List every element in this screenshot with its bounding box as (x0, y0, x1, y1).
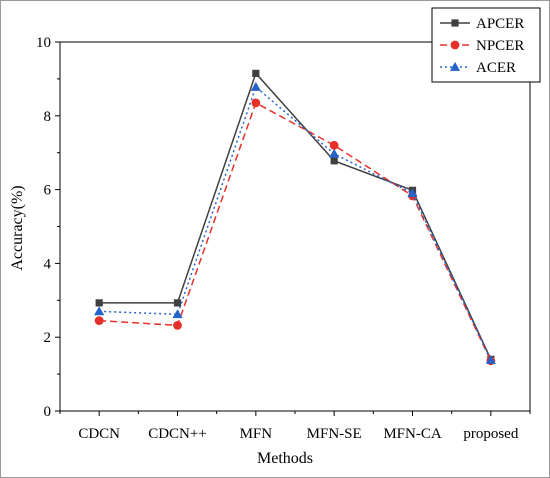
data-point-triangle (329, 148, 340, 158)
data-point-square (330, 157, 338, 165)
data-point-square (451, 19, 459, 27)
data-point-square (95, 299, 103, 307)
x-tick-label: MFN-CA (383, 426, 442, 442)
y-tick-label: 0 (44, 404, 52, 420)
data-point-circle (251, 98, 261, 108)
legend-item-npcer: NPCER (440, 38, 524, 54)
series-line-npcer (99, 101, 492, 362)
data-point-square (173, 299, 182, 307)
x-axis-label: Methods (257, 450, 313, 467)
series-line-apcer (99, 71, 492, 360)
series-layer (94, 69, 496, 366)
legend-label: APCER (476, 16, 524, 32)
legend-item-apcer: APCER (440, 16, 524, 32)
data-point-triangle (94, 306, 105, 316)
x-tick-label: proposed (463, 426, 518, 442)
legend-box (431, 7, 541, 83)
data-point-triangle (250, 81, 261, 91)
data-point-circle (329, 140, 339, 150)
x-tick-label: CDCN (78, 426, 120, 442)
x-tick-label: MFN (240, 426, 273, 442)
data-point-circle (94, 316, 104, 325)
y-axis-label: Accuracy(%) (9, 185, 26, 270)
data-point-square (252, 69, 260, 77)
axes: 0 2 4 6 8 10 CDCN CDCN++ MFN MFN-SE MFN-CA proposed (36, 35, 531, 442)
series-acer (94, 81, 496, 364)
y-tick-label: 4 (44, 256, 52, 272)
y-tick-label: 6 (44, 183, 52, 199)
legend-label: ACER (476, 60, 516, 76)
data-point-circle (450, 40, 460, 50)
data-point-triangle (407, 188, 418, 198)
data-point-triangle (172, 309, 183, 319)
legend: APCER NPCER ACER (431, 7, 541, 83)
data-point-triangle (449, 61, 461, 71)
data-point-circle (173, 320, 182, 330)
legend-item-acer: ACER (440, 60, 516, 76)
y-tick-label: 10 (36, 35, 51, 51)
y-tick-label: 2 (44, 330, 52, 346)
data-point-triangle (485, 354, 496, 364)
legend-label: NPCER (476, 38, 524, 54)
y-tick-label: 8 (44, 109, 52, 125)
x-tick-label: MFN-SE (307, 426, 362, 442)
x-tick-label: CDCN++ (148, 426, 207, 442)
series-line-acer (99, 85, 492, 361)
